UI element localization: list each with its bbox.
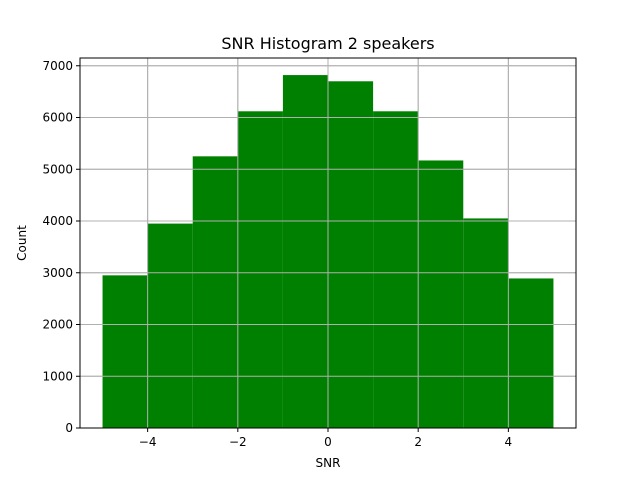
x-tick-label: 0 bbox=[324, 435, 332, 449]
histogram-bar bbox=[237, 111, 283, 429]
y-tick-label: 0 bbox=[65, 421, 73, 435]
y-axis-label: Count bbox=[15, 225, 29, 261]
y-tick-label: 6000 bbox=[42, 111, 73, 125]
histogram-bar bbox=[508, 278, 554, 428]
x-axis-label: SNR bbox=[316, 456, 341, 470]
histogram-bar bbox=[328, 81, 374, 428]
x-tick-label: −4 bbox=[139, 435, 157, 449]
axis-ticks: −4 −2 0 2 4 0 1000 2000 3000 4000 5000 6000 7000 bbox=[42, 59, 512, 449]
histogram-bar bbox=[373, 111, 419, 429]
bars-group bbox=[80, 58, 576, 429]
histogram-bar bbox=[147, 223, 193, 428]
chart-title: SNR Histogram 2 speakers bbox=[221, 34, 434, 53]
histogram-bar bbox=[418, 160, 464, 428]
y-tick-label: 4000 bbox=[42, 214, 73, 228]
histogram-bar bbox=[102, 275, 148, 428]
y-tick-label: 5000 bbox=[42, 162, 73, 176]
x-tick-label: −2 bbox=[229, 435, 247, 449]
histogram-bar bbox=[282, 75, 328, 429]
histogram-bar bbox=[463, 218, 509, 428]
y-tick-label: 2000 bbox=[42, 318, 73, 332]
y-tick-label: 7000 bbox=[42, 59, 73, 73]
histogram-bar bbox=[192, 156, 238, 428]
x-tick-label: 4 bbox=[505, 435, 513, 449]
y-tick-label: 3000 bbox=[42, 266, 73, 280]
x-tick-label: 2 bbox=[414, 435, 422, 449]
y-tick-label: 1000 bbox=[42, 369, 73, 383]
